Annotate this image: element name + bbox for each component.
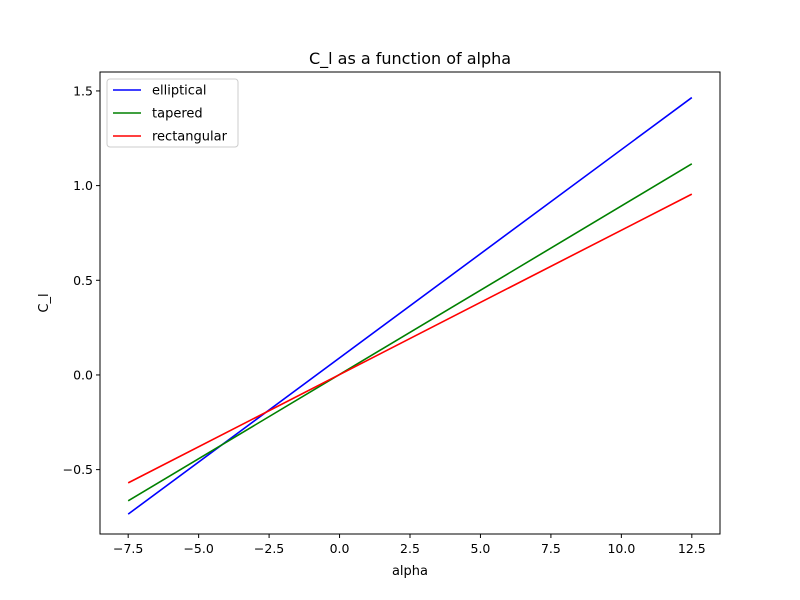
chart-title: C_l as a function of alpha xyxy=(309,49,511,69)
x-axis-label: alpha xyxy=(392,564,428,579)
x-tick-label: 0.0 xyxy=(330,541,350,556)
x-tick-label: −5.0 xyxy=(183,541,213,556)
legend: elliptical tapered rectangular xyxy=(106,78,239,148)
y-tick-label: −0.5 xyxy=(63,462,93,477)
x-tick-label: 12.5 xyxy=(678,541,706,556)
series-line-rectangular xyxy=(127,193,693,484)
legend-box xyxy=(106,78,239,148)
legend-label-tapered: tapered xyxy=(152,107,203,122)
plot-area xyxy=(100,72,720,534)
legend-label-rectangular: rectangular xyxy=(152,130,228,145)
x-tick-label: 5.0 xyxy=(471,541,491,556)
x-tick-label: 10.0 xyxy=(607,541,635,556)
x-tick-label: 7.5 xyxy=(541,541,561,556)
x-axis: −7.5 −5.0 −2.5 0.0 2.5 5.0 7.5 10.0 12.5 xyxy=(113,534,706,556)
x-tick-label: 2.5 xyxy=(400,541,420,556)
y-axis-label: C_l xyxy=(37,293,52,312)
legend-entries: elliptical tapered rectangular xyxy=(113,84,228,145)
y-tick-label: 1.0 xyxy=(73,178,93,193)
x-tick-label: −2.5 xyxy=(254,541,284,556)
y-tick-label: 0.5 xyxy=(73,273,93,288)
y-tick-label: 1.5 xyxy=(73,83,93,98)
y-axis: −0.5 0.0 0.5 1.0 1.5 xyxy=(63,83,100,477)
x-tick-label: −7.5 xyxy=(113,541,143,556)
legend-label-elliptical: elliptical xyxy=(152,84,207,99)
series-line-tapered xyxy=(127,163,693,502)
series-layer xyxy=(127,96,693,515)
y-tick-label: 0.0 xyxy=(73,367,93,382)
